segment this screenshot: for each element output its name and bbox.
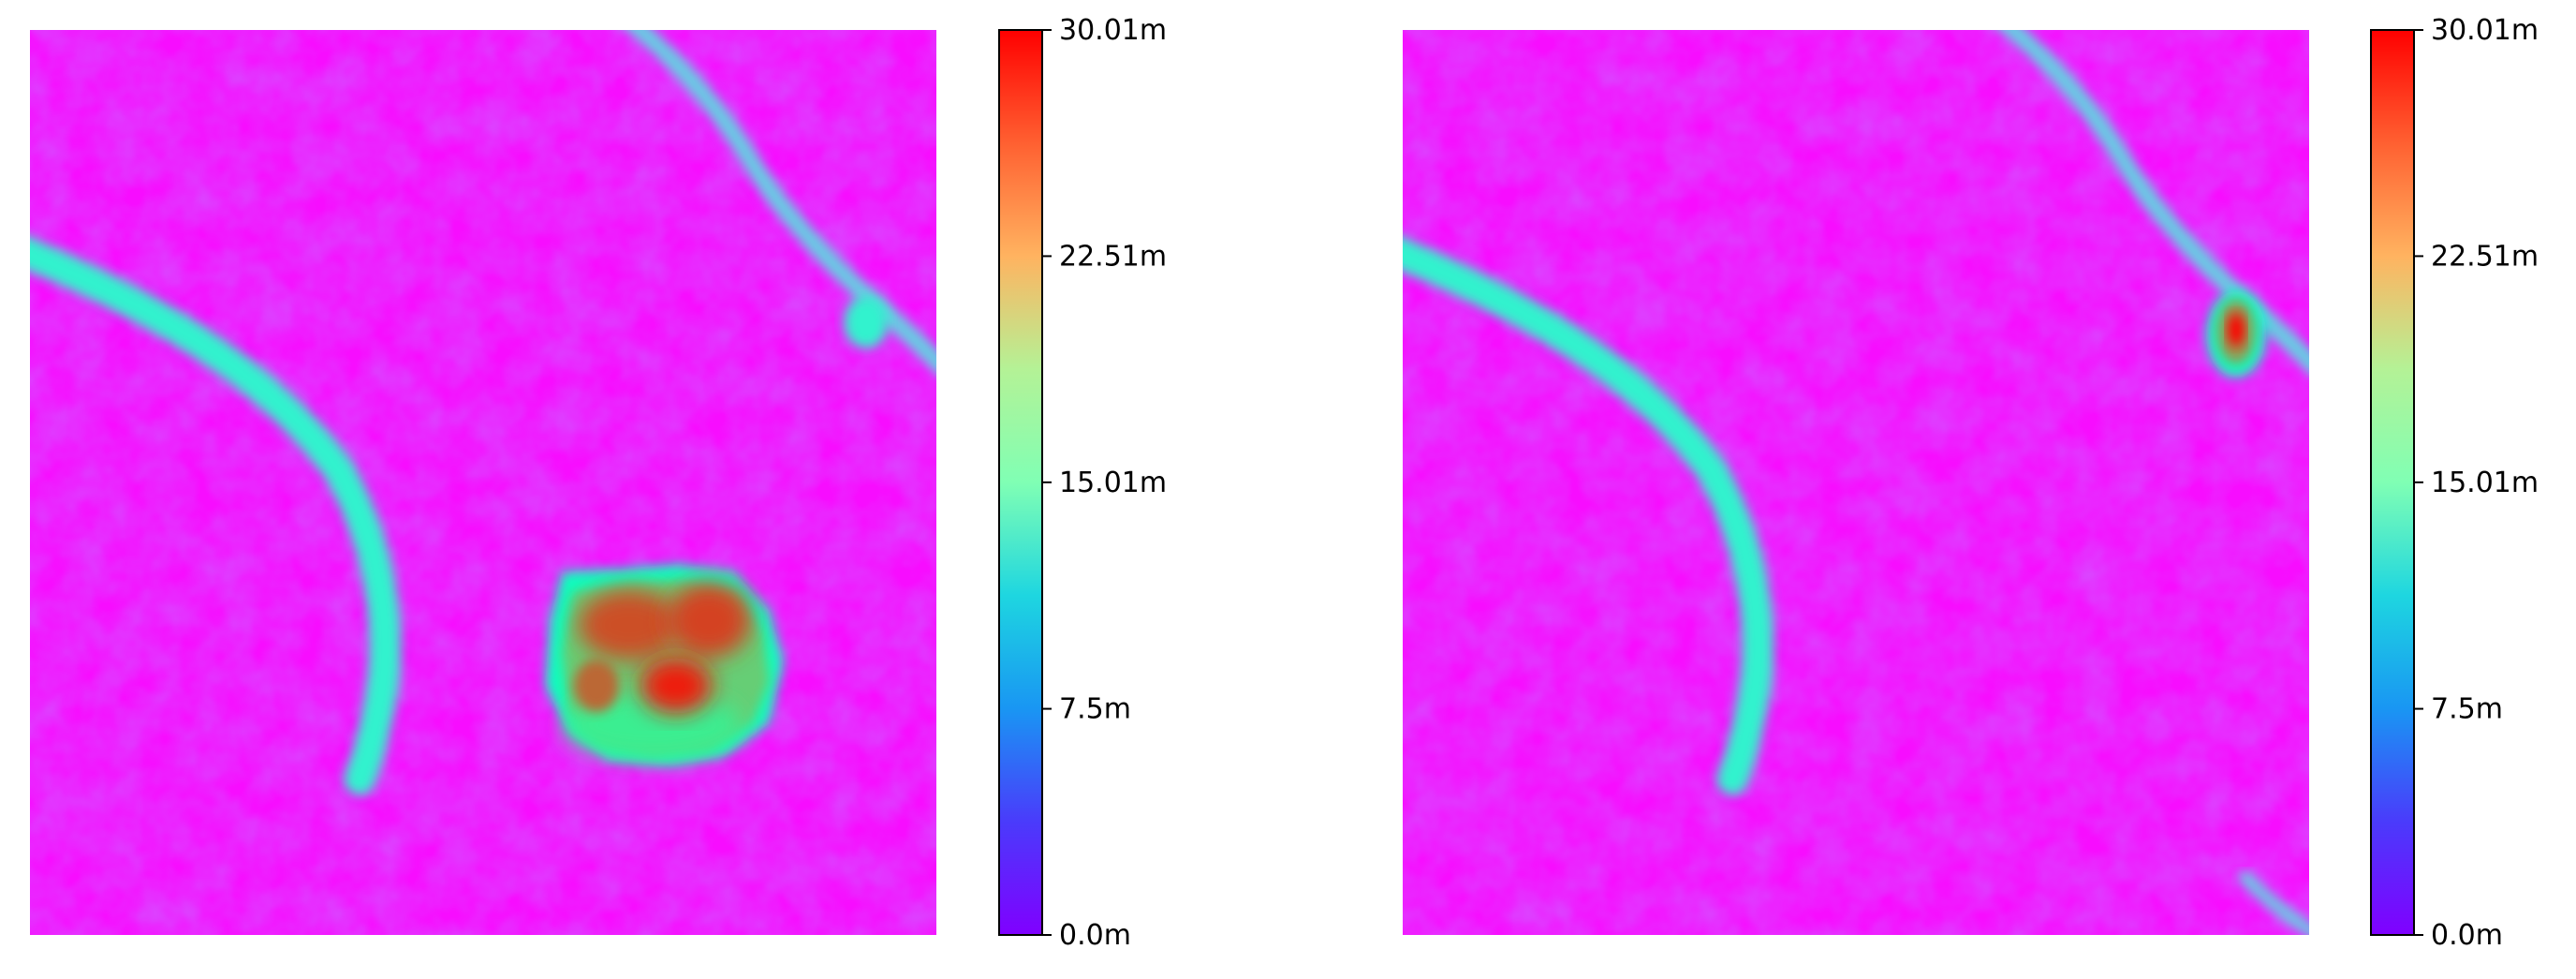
heatmap-panel-right <box>1403 30 2309 935</box>
channel-feature <box>30 236 402 795</box>
small-blob-feature <box>2206 291 2266 378</box>
small-blob-feature <box>844 296 889 349</box>
colorbar-gradient <box>998 29 1043 936</box>
colorbar-tick-label: 30.01m <box>1059 14 1167 47</box>
colorbar-tick-label: 7.5m <box>2431 693 2503 726</box>
colorbar-tick-label: 22.51m <box>1059 240 1167 273</box>
colorbar-tick-label: 22.51m <box>2431 240 2539 273</box>
channel-feature <box>1403 236 1774 795</box>
large-blob-feature <box>545 564 784 765</box>
colorbar-left: 0.0m 7.5m 15.01m 22.51m 30.01m <box>998 14 1167 952</box>
colorbar-tick-label: 15.01m <box>1059 467 1167 499</box>
colorbar-right: 0.0m 7.5m 15.01m 22.51m 30.01m <box>2370 14 2539 952</box>
ridge-feature <box>1998 30 2309 375</box>
heatmap-panel-left <box>30 30 936 935</box>
colorbar-tick-label: 7.5m <box>1059 693 1131 726</box>
ridge-feature <box>626 30 936 375</box>
terrain-texture <box>30 30 936 935</box>
ridge-feature-lower <box>2239 871 2309 935</box>
colorbar-gradient <box>2370 29 2415 936</box>
terrain-texture <box>1403 30 2309 935</box>
colorbar-tick-label: 15.01m <box>2431 467 2539 499</box>
colorbar-tick-label: 30.01m <box>2431 14 2539 47</box>
colorbar-tick-label: 0.0m <box>2431 919 2503 952</box>
colorbar-tick-label: 0.0m <box>1059 919 1131 952</box>
